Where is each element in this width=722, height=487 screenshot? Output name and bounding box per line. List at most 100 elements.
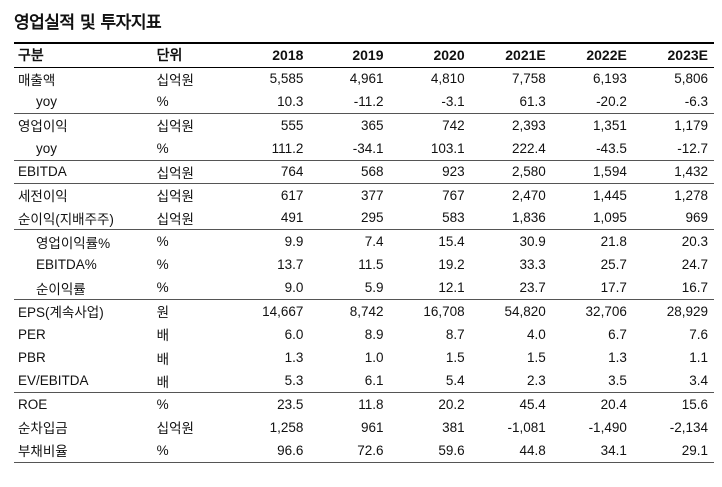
cell-value: 969 — [685, 210, 708, 226]
cell-value: 555 — [226, 112, 308, 137]
cell-value: 1,278 — [630, 182, 714, 207]
row-label: ROE — [14, 391, 153, 416]
cell-value: 1.3 — [284, 350, 304, 366]
table-row: 순이익(지배주주) 십억원 491 295 583 1,836 1,095 969 — [14, 207, 714, 230]
row-unit: % — [152, 439, 227, 463]
cell-value: 103.1 — [430, 140, 465, 156]
cell-value: 6,193 — [593, 71, 627, 87]
table-row: PBR 배 1.3 1.0 1.5 1.5 1.3 1.1 — [14, 346, 714, 369]
cell-value: 381 — [442, 419, 465, 435]
cell-value: 923 — [387, 159, 469, 184]
row-unit: 십억원 — [156, 72, 194, 88]
cell-value: 20.2 — [387, 391, 469, 416]
cell-value: 72.6 — [307, 439, 388, 463]
cell-value: 96.6 — [226, 439, 308, 463]
cell-value: 1,445 — [549, 182, 631, 207]
row-unit: 십억원 — [152, 112, 227, 137]
table-header-row: 구분 단위 2018 2019 2020 2021E 2022E 2023E — [14, 42, 714, 68]
cell-value: 1.5 — [445, 350, 465, 366]
cell-value: 767 — [387, 182, 469, 207]
header-category: 구분 — [14, 42, 153, 68]
header-year: 2020 — [387, 42, 469, 68]
cell-value: -3.1 — [441, 94, 465, 110]
cell-value: 111.2 — [271, 140, 304, 156]
table-row: ROE% 23.5 11.8 20.2 45.4 20.4 15.6 — [14, 391, 714, 416]
row-label: 순차입금 — [18, 421, 68, 437]
header-year: 2021E — [468, 42, 550, 68]
cell-value: 23.5 — [226, 391, 308, 416]
table-row: EBITDA 십억원 764 568 923 2,580 1,594 1,432 — [14, 159, 714, 184]
row-label: yoy — [36, 140, 58, 156]
cell-value: -43.5 — [596, 140, 627, 156]
cell-value: 23.7 — [519, 280, 546, 296]
row-unit: 배 — [156, 374, 170, 390]
cell-value: 3.4 — [689, 373, 708, 389]
cell-value: -12.7 — [677, 140, 708, 156]
cell-value: 2,393 — [468, 112, 550, 137]
cell-value: 32,706 — [549, 298, 631, 323]
cell-value: 4.0 — [526, 326, 546, 342]
row-unit: 원 — [152, 298, 227, 323]
table-row: 세전이익 십억원 617 377 767 2,470 1,445 1,278 — [14, 182, 714, 207]
table-row: 영업이익률%% 9.9 7.4 15.4 30.9 21.8 20.3 — [14, 229, 714, 253]
cell-value: 222.4 — [511, 140, 546, 156]
cell-value: -1,081 — [507, 419, 546, 435]
cell-value: 1,836 — [511, 210, 546, 226]
cell-value: 1,258 — [269, 419, 304, 435]
table-row: yoy% 10.3 -11.2 -3.1 61.3 -20.2 -6.3 — [14, 90, 714, 113]
cell-value: 33.3 — [519, 257, 546, 273]
cell-value: 6.0 — [284, 326, 304, 342]
header-year: 2022E — [549, 42, 631, 68]
table-row: 영업이익 십억원 555 365 742 2,393 1,351 1,179 — [14, 112, 714, 137]
cell-value: 34.1 — [549, 439, 631, 463]
cell-value: 1,432 — [630, 159, 714, 184]
cell-value: 1,095 — [593, 210, 627, 226]
cell-value: -2,134 — [669, 419, 708, 435]
row-unit: % — [156, 257, 169, 273]
row-label: 부채비율 — [14, 439, 153, 463]
table-row: EBITDA%% 13.7 11.5 19.2 33.3 25.7 24.7 — [14, 253, 714, 276]
cell-value: 6.1 — [364, 373, 384, 389]
cell-value: 2,470 — [468, 182, 550, 207]
cell-value: 5.9 — [364, 280, 384, 296]
row-label: 순이익률 — [36, 281, 86, 297]
cell-value: 11.8 — [307, 391, 388, 416]
cell-value: 30.9 — [468, 229, 550, 253]
cell-value: 7.4 — [307, 229, 388, 253]
row-unit: 배 — [156, 328, 170, 344]
row-unit: 배 — [156, 351, 170, 367]
cell-value: -20.2 — [596, 94, 627, 110]
row-unit: 십억원 — [152, 182, 227, 207]
header-year: 2023E — [630, 42, 714, 68]
row-unit: 십억원 — [156, 421, 194, 437]
cell-value: 9.0 — [284, 280, 304, 296]
table-row: EPS(계속사업) 원 14,667 8,742 16,708 54,820 32,706 2… — [14, 298, 714, 323]
header-year: 2018 — [226, 42, 308, 68]
cell-value: 29.1 — [630, 439, 714, 463]
cell-value: 19.2 — [438, 257, 465, 273]
cell-value: 1,179 — [630, 112, 714, 137]
cell-value: 61.3 — [519, 94, 546, 110]
row-label: 영업이익 — [14, 112, 153, 137]
cell-value: 8.7 — [445, 326, 465, 342]
cell-value: 25.7 — [600, 257, 627, 273]
cell-value: 10.3 — [277, 94, 304, 110]
cell-value: 13.7 — [277, 257, 304, 273]
cell-value: 20.3 — [630, 229, 714, 253]
cell-value: 4,961 — [349, 71, 384, 87]
row-label: EBITDA% — [36, 257, 97, 273]
cell-value: 8.9 — [364, 326, 384, 342]
cell-value: -34.1 — [352, 140, 384, 156]
cell-value: 365 — [307, 112, 388, 137]
row-label: EPS(계속사업) — [14, 298, 153, 323]
cell-value: 1,594 — [549, 159, 631, 184]
cell-value: 7.6 — [689, 326, 708, 342]
cell-value: 5,585 — [269, 71, 304, 87]
header-year: 2019 — [307, 42, 388, 68]
row-unit: % — [152, 391, 227, 416]
row-unit: % — [156, 140, 169, 156]
header-unit: 단위 — [152, 42, 227, 68]
cell-value: 17.7 — [600, 280, 627, 296]
cell-value: 12.1 — [438, 280, 465, 296]
row-unit: % — [156, 94, 169, 110]
